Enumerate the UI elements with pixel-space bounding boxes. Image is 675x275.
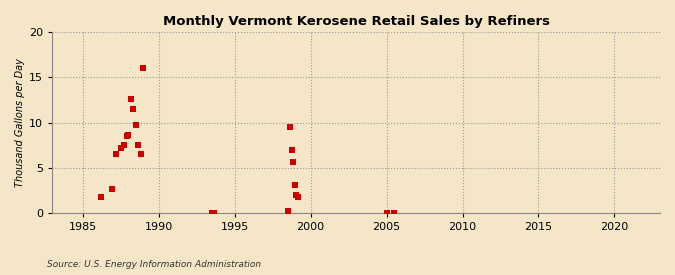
Point <box>133 143 144 148</box>
Text: Source: U.S. Energy Information Administration: Source: U.S. Energy Information Administ… <box>47 260 261 269</box>
Point <box>128 107 138 111</box>
Point <box>209 211 219 216</box>
Point <box>130 123 141 128</box>
Point <box>282 208 293 213</box>
Point <box>123 132 134 137</box>
Point <box>136 152 146 157</box>
Point <box>291 193 302 197</box>
Point <box>288 160 298 164</box>
Point <box>96 195 107 199</box>
Point <box>389 211 400 216</box>
Point <box>292 195 303 199</box>
Point <box>138 66 149 70</box>
Point <box>286 148 297 152</box>
Point <box>118 143 129 148</box>
Point <box>111 152 122 157</box>
Point <box>122 134 132 139</box>
Point <box>125 97 136 101</box>
Point <box>381 210 392 215</box>
Point <box>115 146 126 150</box>
Title: Monthly Vermont Kerosene Retail Sales by Refiners: Monthly Vermont Kerosene Retail Sales by… <box>163 15 549 28</box>
Y-axis label: Thousand Gallons per Day: Thousand Gallons per Day <box>15 58 25 187</box>
Point <box>106 187 117 191</box>
Point <box>285 125 296 130</box>
Point <box>207 211 217 216</box>
Point <box>289 183 300 188</box>
